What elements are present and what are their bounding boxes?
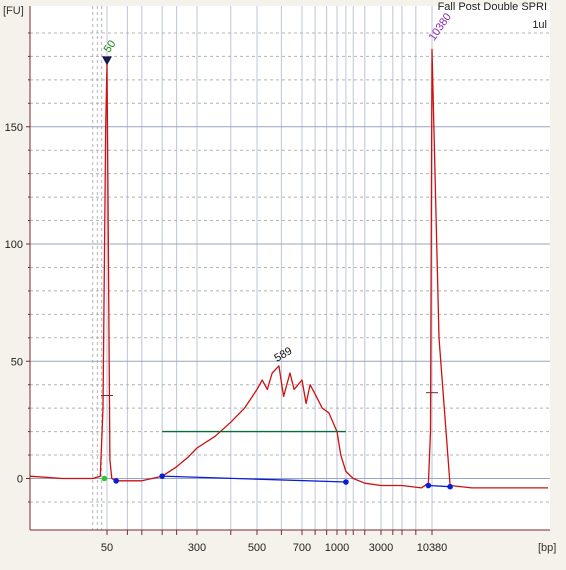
grid-layer [30,6,550,530]
electropherogram-trace [29,48,548,489]
y-axis-unit: [FU] [3,5,24,17]
y-axis-tick-label: 100 [5,239,23,251]
x-axis-tick-label: 700 [293,542,311,554]
baseline-segment [162,475,346,483]
chart-title: Fall Post Double SPRI [438,1,547,13]
marker-peak-label: 50 [102,38,119,55]
baseline-point [113,478,119,484]
y-axis-tick-label: 150 [5,122,23,134]
y-axis-tick-label: 50 [11,356,23,368]
x-axis-tick-label: 50 [101,542,113,554]
baseline-segment [428,484,451,488]
baseline-point [159,473,165,479]
x-axis-tick-label: 300 [188,542,206,554]
x-axis-tick-label: 500 [248,542,266,554]
series-layer [29,48,548,489]
baseline-point [447,483,453,490]
plot-area [30,6,550,530]
marker-triangle-icon [102,56,112,66]
marker-start-point [101,475,108,482]
x-axis-tick-label: 10380 [417,542,448,554]
axis-layer: 0 50 100 150 50 300 500 700 1000 3000 10380 [5,6,550,554]
y-axis-tick-label: 0 [17,474,23,486]
baseline-point [343,479,349,485]
x-axis-tick-label: 1000 [325,542,349,554]
x-axis-unit: [bp] [538,542,556,554]
chart-subtitle: 1ul [532,19,547,31]
x-axis-tick-label: 3000 [369,542,393,554]
baseline-point [425,482,432,489]
